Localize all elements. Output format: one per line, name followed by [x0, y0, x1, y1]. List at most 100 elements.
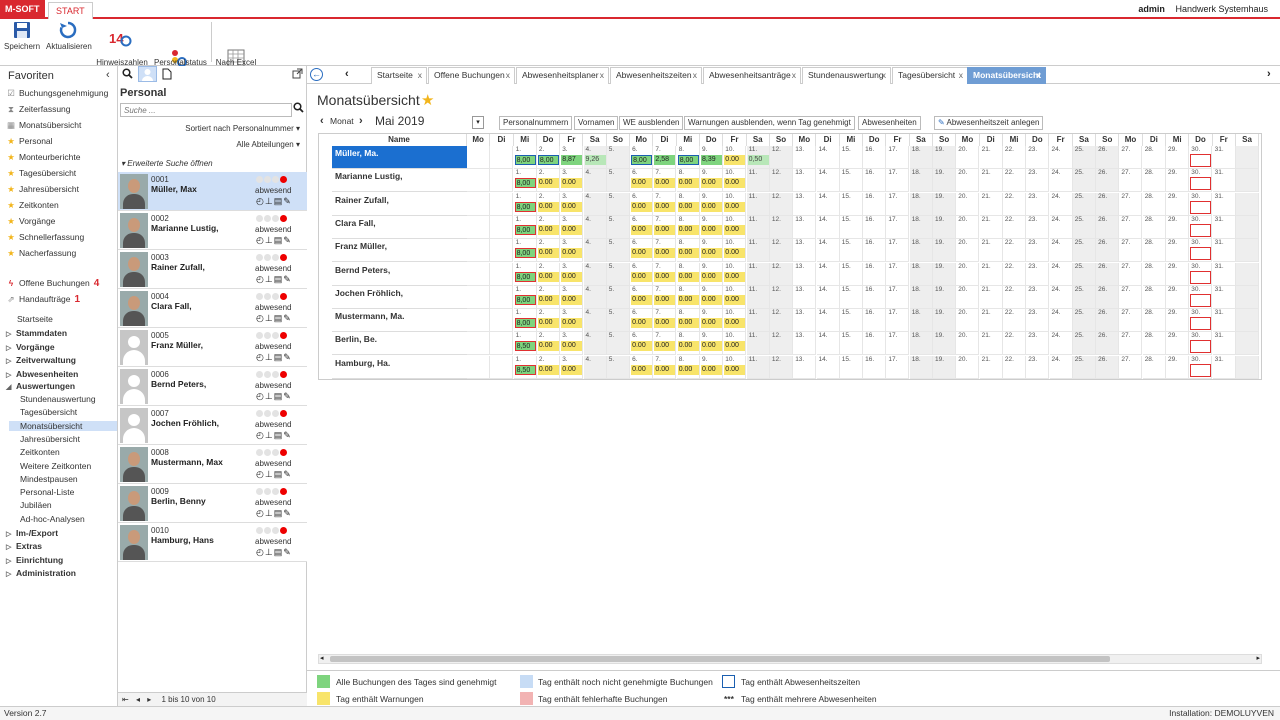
day-cell[interactable]	[490, 239, 514, 263]
day-cell[interactable]: 15.	[839, 215, 863, 239]
refresh-button[interactable]: Aktualisieren	[46, 21, 92, 51]
day-cell[interactable]: 9. 8,39	[700, 146, 723, 169]
day-cell[interactable]: 3. 0.00	[560, 215, 584, 239]
day-cell[interactable]: 22.	[1002, 285, 1026, 309]
stamp-icon[interactable]: ⊥	[264, 235, 274, 245]
employee-row-name[interactable]: Jochen Fröhlich,	[332, 286, 467, 309]
day-cell[interactable]	[467, 262, 490, 286]
day-cell[interactable]: 10. 0.00	[723, 239, 747, 263]
day-cell[interactable]: 18.	[909, 355, 933, 379]
day-cell[interactable]: 13.	[793, 285, 817, 309]
day-cell[interactable]: 5.	[606, 355, 630, 379]
day-cell[interactable]: 28.	[1142, 309, 1166, 333]
day-cell[interactable]: 30.	[1189, 192, 1213, 216]
next-month-icon[interactable]: ›	[359, 115, 363, 127]
personnel-search-input[interactable]	[120, 103, 292, 117]
employee-row-name[interactable]: Rainer Zufall,	[332, 193, 467, 216]
sidebar-fav-item[interactable]: ★ Monteurberichte	[7, 152, 81, 162]
clock-icon[interactable]: ◴	[256, 508, 265, 518]
tab[interactable]: Offene Buchungen x	[428, 67, 515, 84]
day-cell[interactable]: 31.	[1212, 239, 1236, 263]
pencil-icon[interactable]: ✎	[283, 430, 292, 440]
day-cell[interactable]: 22.	[1002, 146, 1026, 169]
day-cell[interactable]: 20.	[956, 262, 980, 286]
day-cell[interactable]: 17.	[886, 285, 910, 309]
department-filter-dropdown[interactable]: Alle Abteilungen ▾	[236, 140, 300, 149]
day-cell[interactable]: 9. 0.00	[700, 215, 723, 239]
day-cell[interactable]: 26.	[1096, 285, 1120, 309]
person-filter-icon[interactable]	[138, 66, 157, 82]
sidebar-item-handauftraege[interactable]: ⇗ Handaufträge 1	[7, 294, 81, 305]
day-cell[interactable]: 25.	[1072, 169, 1096, 193]
day-cell[interactable]: 30.	[1189, 332, 1213, 356]
day-cell[interactable]: 10. 0.00	[723, 192, 747, 216]
day-cell[interactable]: 30.	[1189, 309, 1213, 333]
day-cell[interactable]: 24.	[1049, 215, 1073, 239]
day-cell[interactable]: 20.	[956, 169, 980, 193]
day-cell[interactable]: 3. 0.00	[560, 169, 584, 193]
sidebar-subitem[interactable]: Jubiläen	[20, 500, 52, 511]
day-cell[interactable]: 19.	[933, 192, 956, 216]
pencil-icon[interactable]: ✎	[283, 547, 292, 557]
pencil-icon[interactable]: ✎	[283, 274, 292, 284]
day-cell[interactable]	[490, 146, 514, 169]
day-cell[interactable]: 15.	[839, 169, 863, 193]
day-cell[interactable]: 17.	[886, 309, 910, 333]
day-cell[interactable]: 4.	[583, 285, 607, 309]
day-cell[interactable]: 2. 0.00	[536, 169, 560, 193]
day-cell[interactable]: 14.	[816, 285, 840, 309]
pencil-icon[interactable]: ✎	[283, 235, 292, 245]
day-cell[interactable]: 14.	[816, 239, 840, 263]
day-cell[interactable]: 7. 0.00	[653, 309, 677, 333]
day-cell[interactable]: 11. 0,50	[746, 146, 770, 169]
day-cell[interactable]: 13.	[793, 355, 817, 379]
day-cell[interactable]: 23.	[1026, 332, 1050, 356]
document-icon[interactable]	[162, 68, 172, 83]
clock-icon[interactable]: ◴	[256, 235, 265, 245]
day-cell[interactable]: 6. 0.00	[630, 285, 654, 309]
pencil-icon[interactable]: ✎	[283, 196, 292, 206]
day-cell[interactable]: 6. 8,00	[630, 146, 654, 169]
search-icon[interactable]	[122, 68, 133, 82]
day-cell[interactable]: 14.	[816, 146, 840, 169]
day-cell[interactable]: 2. 0.00	[536, 309, 560, 333]
first-page-icon[interactable]: ⇤	[122, 695, 129, 704]
stamp-icon[interactable]: ⊥	[264, 196, 274, 206]
day-cell[interactable]: 22.	[1002, 262, 1026, 286]
day-cell[interactable]: 8. 0.00	[676, 332, 700, 356]
list-icon[interactable]: ▤	[273, 196, 284, 206]
day-cell[interactable]	[490, 332, 514, 356]
day-cell[interactable]: 21.	[979, 355, 1003, 379]
day-cell[interactable]	[1235, 215, 1259, 239]
day-cell[interactable]: 28.	[1142, 215, 1166, 239]
day-cell[interactable]: 24.	[1049, 146, 1073, 169]
day-cell[interactable]: 1. 8,00	[513, 285, 537, 309]
stamp-icon[interactable]: ⊥	[264, 352, 274, 362]
day-cell[interactable]: 21.	[979, 285, 1003, 309]
day-cell[interactable]: 2. 0.00	[536, 239, 560, 263]
day-cell[interactable]: 12.	[769, 285, 793, 309]
day-cell[interactable]: 14.	[816, 262, 840, 286]
day-cell[interactable]: 7. 2,58	[653, 146, 677, 169]
prev-month-icon[interactable]: ‹	[320, 115, 324, 127]
day-cell[interactable]: 28.	[1142, 262, 1166, 286]
tab[interactable]: Abwesenheitsplaner x	[516, 67, 609, 84]
day-cell[interactable]: 13.	[793, 332, 817, 356]
day-cell[interactable]: 27.	[1119, 169, 1143, 193]
day-cell[interactable]: 13.	[793, 146, 817, 169]
day-cell[interactable]: 24.	[1049, 169, 1073, 193]
day-cell[interactable]: 4.	[583, 239, 607, 263]
personnel-card[interactable]: 0005 Franz Müller, abwesend ◴⊥▤✎	[118, 328, 307, 367]
day-cell[interactable]: 13.	[793, 192, 817, 216]
day-cell[interactable]: 27.	[1119, 355, 1143, 379]
tab[interactable]: Tagesübersicht x	[892, 67, 968, 84]
day-cell[interactable]: 29.	[1166, 146, 1189, 169]
day-cell[interactable]: 9. 0.00	[700, 332, 723, 356]
day-cell[interactable]: 18.	[909, 169, 933, 193]
day-cell[interactable]: 31.	[1212, 192, 1236, 216]
sidebar-fav-item[interactable]: ★ Schnellerfassung	[7, 232, 85, 242]
list-icon[interactable]: ▤	[273, 547, 284, 557]
day-cell[interactable]: 31.	[1212, 146, 1236, 169]
clock-icon[interactable]: ◴	[256, 547, 265, 557]
day-cell[interactable]: 30.	[1189, 239, 1213, 263]
